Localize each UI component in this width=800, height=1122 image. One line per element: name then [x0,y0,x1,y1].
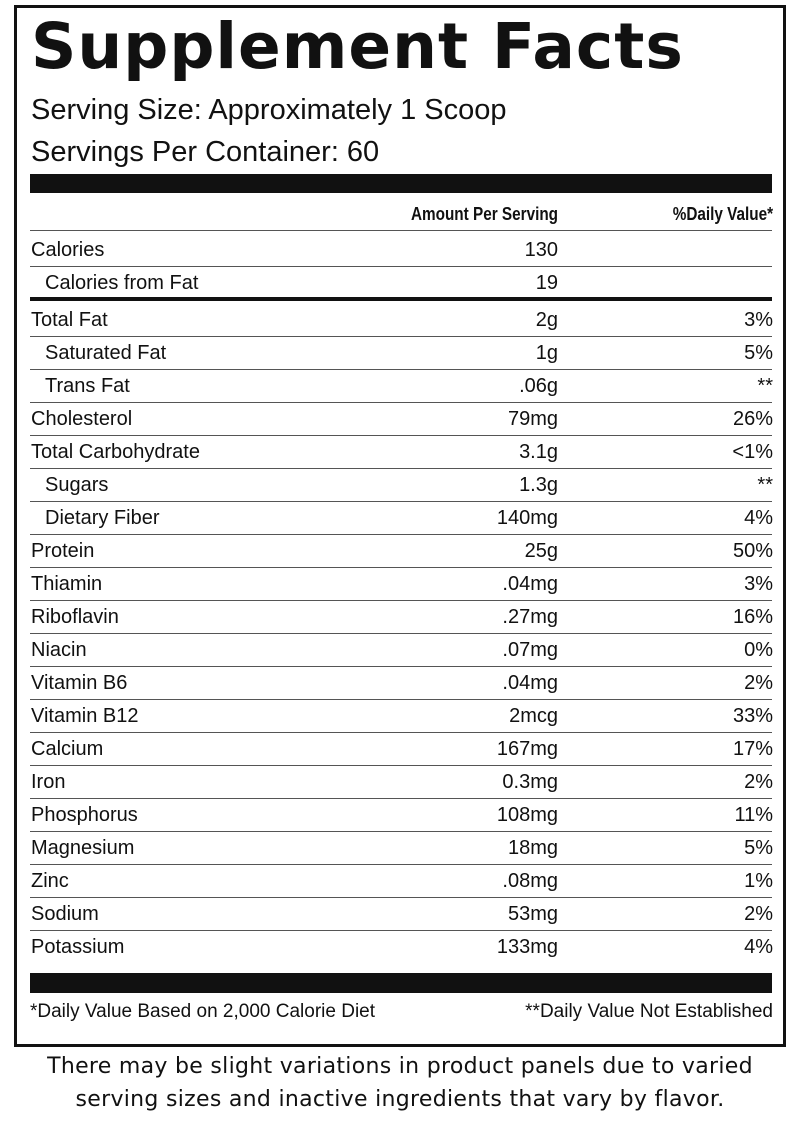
amount: 1.3g [519,474,558,496]
disclaimer: serving sizes and inactive ingredients t… [75,1087,725,1112]
amount: .06g [519,375,558,397]
rule [30,897,772,898]
nutrient-name: Niacin [31,639,87,661]
nutrient-name: Cholesterol [31,408,133,430]
rule [30,501,772,502]
daily-value: 4% [744,507,773,529]
nutrient-name: Sugars [45,474,109,496]
rule [30,402,772,403]
nutrient-name: Iron [31,771,66,793]
rule [30,266,772,267]
rule [30,534,772,535]
nutrient-name: Zinc [31,870,69,892]
title: Supplement Facts [31,10,684,83]
nutrient-name: Calories [31,239,105,261]
amount: 53mg [507,903,558,925]
amount: 0.3mg [502,771,558,793]
amount: 3.1g [519,441,558,463]
rule [30,369,772,370]
amount: 130 [524,239,558,261]
rule [30,831,772,832]
rule [30,230,772,231]
amount: 2g [535,309,558,331]
rule [30,633,772,634]
rule [30,699,772,700]
rule [30,336,772,337]
nutrient-name: Magnesium [31,837,135,859]
thick-rule [30,297,772,301]
daily-value: 26% [732,408,773,430]
amount: 108mg [496,804,558,826]
daily-value: 2% [744,771,773,793]
rule [30,930,772,931]
daily-value: 5% [744,342,773,364]
rule [30,864,772,865]
daily-value: 4% [744,936,773,958]
nutrient-name: Saturated Fat [45,342,167,364]
nutrient-name: Potassium [31,936,125,958]
rule [30,435,772,436]
nutrient-name: Dietary Fiber [45,507,160,529]
disclaimer: There may be slight variations in produc… [47,1054,753,1079]
daily-value: 1% [744,870,773,892]
footnote: *Daily Value Based on 2,000 Calorie Diet [30,1001,376,1022]
amount: 1g [535,342,558,364]
facts-panel: Supplement Facts Serving Size: Approxima… [14,5,786,1047]
daily-value: 3% [744,573,773,595]
daily-value: 0% [744,639,773,661]
daily-value: 33% [732,705,773,727]
thick-bar [30,973,772,993]
amount: 133mg [496,936,558,958]
amount: 79mg [507,408,558,430]
daily-value: 11% [734,804,773,826]
nutrient-name: Vitamin B6 [31,672,128,694]
nutrient-name: Vitamin B12 [31,705,139,727]
amount: 140mg [496,507,558,529]
amount: 2mcg [509,705,558,727]
nutrient-name: Riboflavin [31,606,119,628]
daily-value: 50% [732,540,773,562]
daily-value: 5% [744,837,773,859]
servings-per-container: Servings Per Container: 60 [31,136,380,168]
daily-value: <1% [732,441,773,463]
rule [30,798,772,799]
amount: .04mg [502,672,558,694]
thick-bar [30,174,772,193]
daily-value: 2% [744,672,773,694]
amount: .04mg [502,573,558,595]
daily-value: 2% [744,903,773,925]
column-header: Amount Per Serving [410,204,558,224]
daily-value: ** [757,375,773,397]
daily-value: 16% [732,606,773,628]
column-header: %Daily Value* [672,204,773,224]
rule [30,666,772,667]
amount: 167mg [496,738,558,760]
rule [30,600,772,601]
rule [30,468,772,469]
rule [30,567,772,568]
nutrient-name: Total Fat [31,309,108,331]
amount: 18mg [507,837,558,859]
nutrient-name: Sodium [31,903,99,925]
amount: 19 [535,272,558,294]
amount: .27mg [502,606,558,628]
nutrient-name: Thiamin [31,573,103,595]
serving-size: Serving Size: Approximately 1 Scoop [31,94,507,126]
rule [30,732,772,733]
amount: .08mg [502,870,558,892]
nutrient-name: Calcium [31,738,104,760]
nutrient-name: Calories from Fat [45,272,199,294]
footnote: **Daily Value Not Established [525,1001,773,1022]
nutrient-name: Protein [31,540,95,562]
amount: .07mg [502,639,558,661]
daily-value: 17% [732,738,773,760]
nutrient-name: Phosphorus [31,804,138,826]
nutrient-name: Total Carbohydrate [31,441,200,463]
daily-value: ** [757,474,773,496]
rule [30,765,772,766]
nutrient-name: Trans Fat [45,375,130,397]
amount: 25g [524,540,558,562]
daily-value: 3% [744,309,773,331]
